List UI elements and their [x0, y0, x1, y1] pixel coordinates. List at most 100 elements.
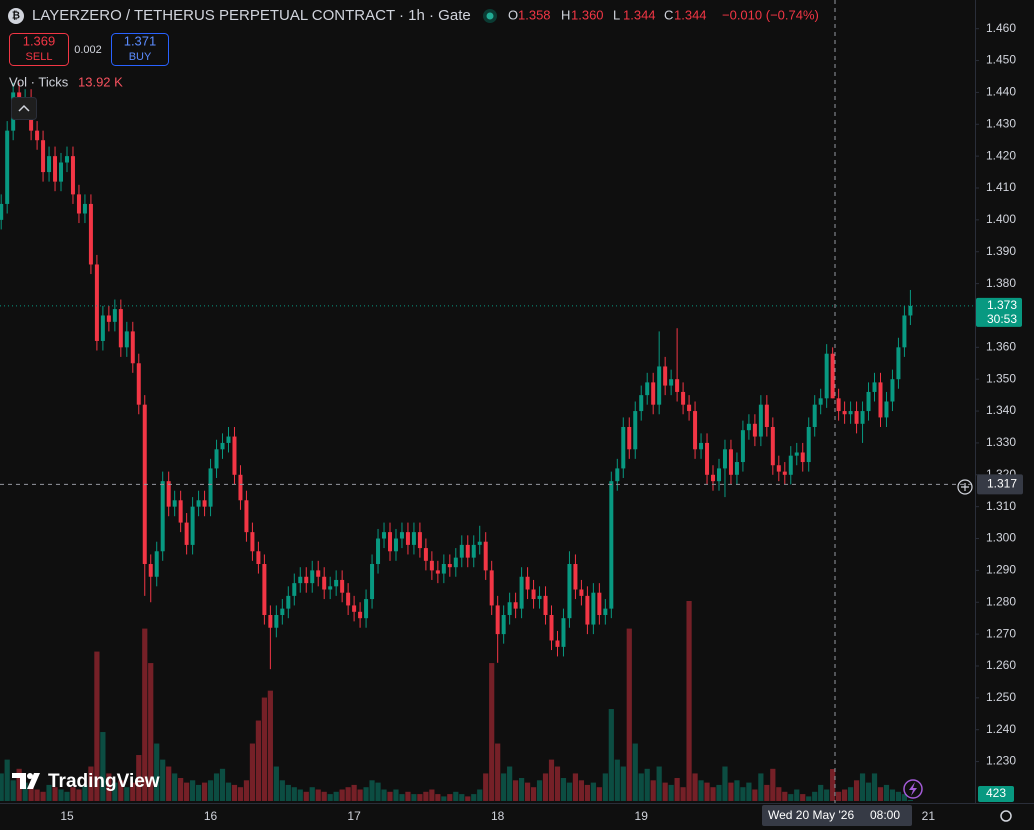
y-tick-label: 1.430: [986, 116, 1016, 130]
candle-body: [352, 605, 357, 612]
candle-body: [836, 398, 841, 412]
candle-body: [519, 576, 524, 609]
volume-bar: [489, 663, 495, 801]
y-tick-label: 1.340: [986, 403, 1016, 417]
candle-body: [818, 398, 823, 405]
ohlc-key: L: [613, 7, 620, 22]
candle-body: [405, 532, 410, 545]
axes: 1.230 1.240 1.250 1.260 1.270 1.280 1.290 1.300…: [60, 21, 1023, 826]
volume-bar: [453, 791, 459, 801]
volume-bar: [818, 784, 824, 801]
logo-mark: [12, 773, 40, 789]
candle-body: [411, 532, 416, 545]
candle-body: [728, 449, 733, 475]
y-tick-label: 1.360: [986, 340, 1016, 354]
volume-bar: [895, 791, 902, 801]
volume-bar: [231, 784, 238, 801]
volume-bar: [883, 784, 890, 801]
candle-body: [549, 614, 554, 641]
volume-bar: [40, 791, 46, 801]
volume-bar: [668, 784, 674, 801]
collapse-button[interactable]: [11, 97, 37, 120]
sell-button[interactable]: [9, 33, 69, 66]
volume-bar: [303, 791, 309, 801]
candle-body: [226, 436, 231, 443]
volume-bar: [339, 789, 345, 801]
candle-body: [447, 564, 452, 568]
candle-body: [453, 557, 458, 568]
candle-body: [740, 430, 745, 463]
candle-body: [716, 468, 721, 482]
candle-body: [304, 576, 309, 584]
volume-bar: [566, 782, 573, 801]
exchange-icon[interactable]: [8, 8, 24, 24]
volume-bar: [847, 787, 854, 801]
volume-bar: [680, 787, 686, 801]
candle-body: [537, 595, 542, 600]
volume-last-box: [978, 786, 1014, 802]
volume-bar: [824, 789, 830, 801]
candle-body: [64, 156, 69, 163]
volume-bar: [363, 787, 369, 801]
candle-body: [423, 548, 428, 561]
volume-bar: [495, 743, 501, 801]
candle-body: [268, 614, 273, 628]
volume-bar: [578, 780, 585, 801]
y-tick-label: 1.310: [986, 499, 1016, 513]
candle-body: [543, 595, 548, 615]
candle-body: [429, 560, 434, 571]
crosshair-time: 08:00: [870, 808, 900, 822]
volume-bar: [351, 784, 357, 801]
candle-body: [776, 465, 781, 472]
symbol-title[interactable]: LAYERZERO / TETHERUS PERPETUAL CONTRACT …: [32, 7, 471, 24]
volume-bar: [650, 780, 656, 801]
ohlc-key: O: [508, 7, 518, 22]
y-tick-label: 1.290: [986, 563, 1016, 577]
logo-dot: [27, 773, 33, 779]
volume-bar: [76, 789, 82, 801]
volume-bar: [584, 784, 590, 801]
candle-body: [764, 404, 769, 427]
candle-body: [298, 576, 303, 584]
candle-body: [669, 379, 674, 386]
volume-bar: [608, 709, 614, 801]
crosshair-plus-button[interactable]: [957, 479, 973, 495]
volume-bar: [441, 796, 447, 801]
volume-bar: [172, 773, 178, 801]
lightning-button[interactable]: [903, 779, 923, 799]
volume-bar: [46, 784, 52, 801]
settings-button[interactable]: [1000, 810, 1012, 822]
candle-body: [896, 347, 901, 380]
volume-bar: [836, 791, 842, 801]
candle-body: [88, 203, 93, 265]
volume-bar: [195, 784, 202, 801]
candle-body: [136, 363, 141, 405]
collapse-icon: [18, 104, 30, 112]
last-price-box: [976, 297, 1022, 327]
candle-body: [645, 382, 650, 396]
y-tick-label: 1.230: [986, 754, 1016, 768]
candle-body: [615, 468, 620, 482]
volume-bar: [94, 651, 100, 801]
candle-body: [364, 599, 369, 619]
candle-body: [621, 426, 626, 469]
status-dot[interactable]: [486, 12, 494, 20]
candle-body: [346, 592, 351, 606]
buy-button[interactable]: [111, 33, 169, 66]
candle-body: [471, 544, 476, 558]
volume-bar: [806, 796, 812, 801]
candle-body: [681, 391, 686, 405]
volume-bar: [752, 789, 758, 801]
y-tick-label: 1.410: [986, 180, 1016, 194]
volume-bar: [692, 773, 698, 801]
logo-text[interactable]: TradingView: [48, 771, 160, 792]
volume-bar: [788, 794, 794, 801]
candle-body: [250, 532, 255, 552]
volume-bar: [381, 789, 387, 801]
ohlc-key: H: [561, 7, 570, 22]
volume-bar: [327, 794, 333, 801]
candle-body: [280, 608, 285, 615]
candle-body: [238, 474, 243, 501]
x-tick-label: 19: [635, 809, 649, 823]
buy-label: BUY: [129, 51, 152, 63]
